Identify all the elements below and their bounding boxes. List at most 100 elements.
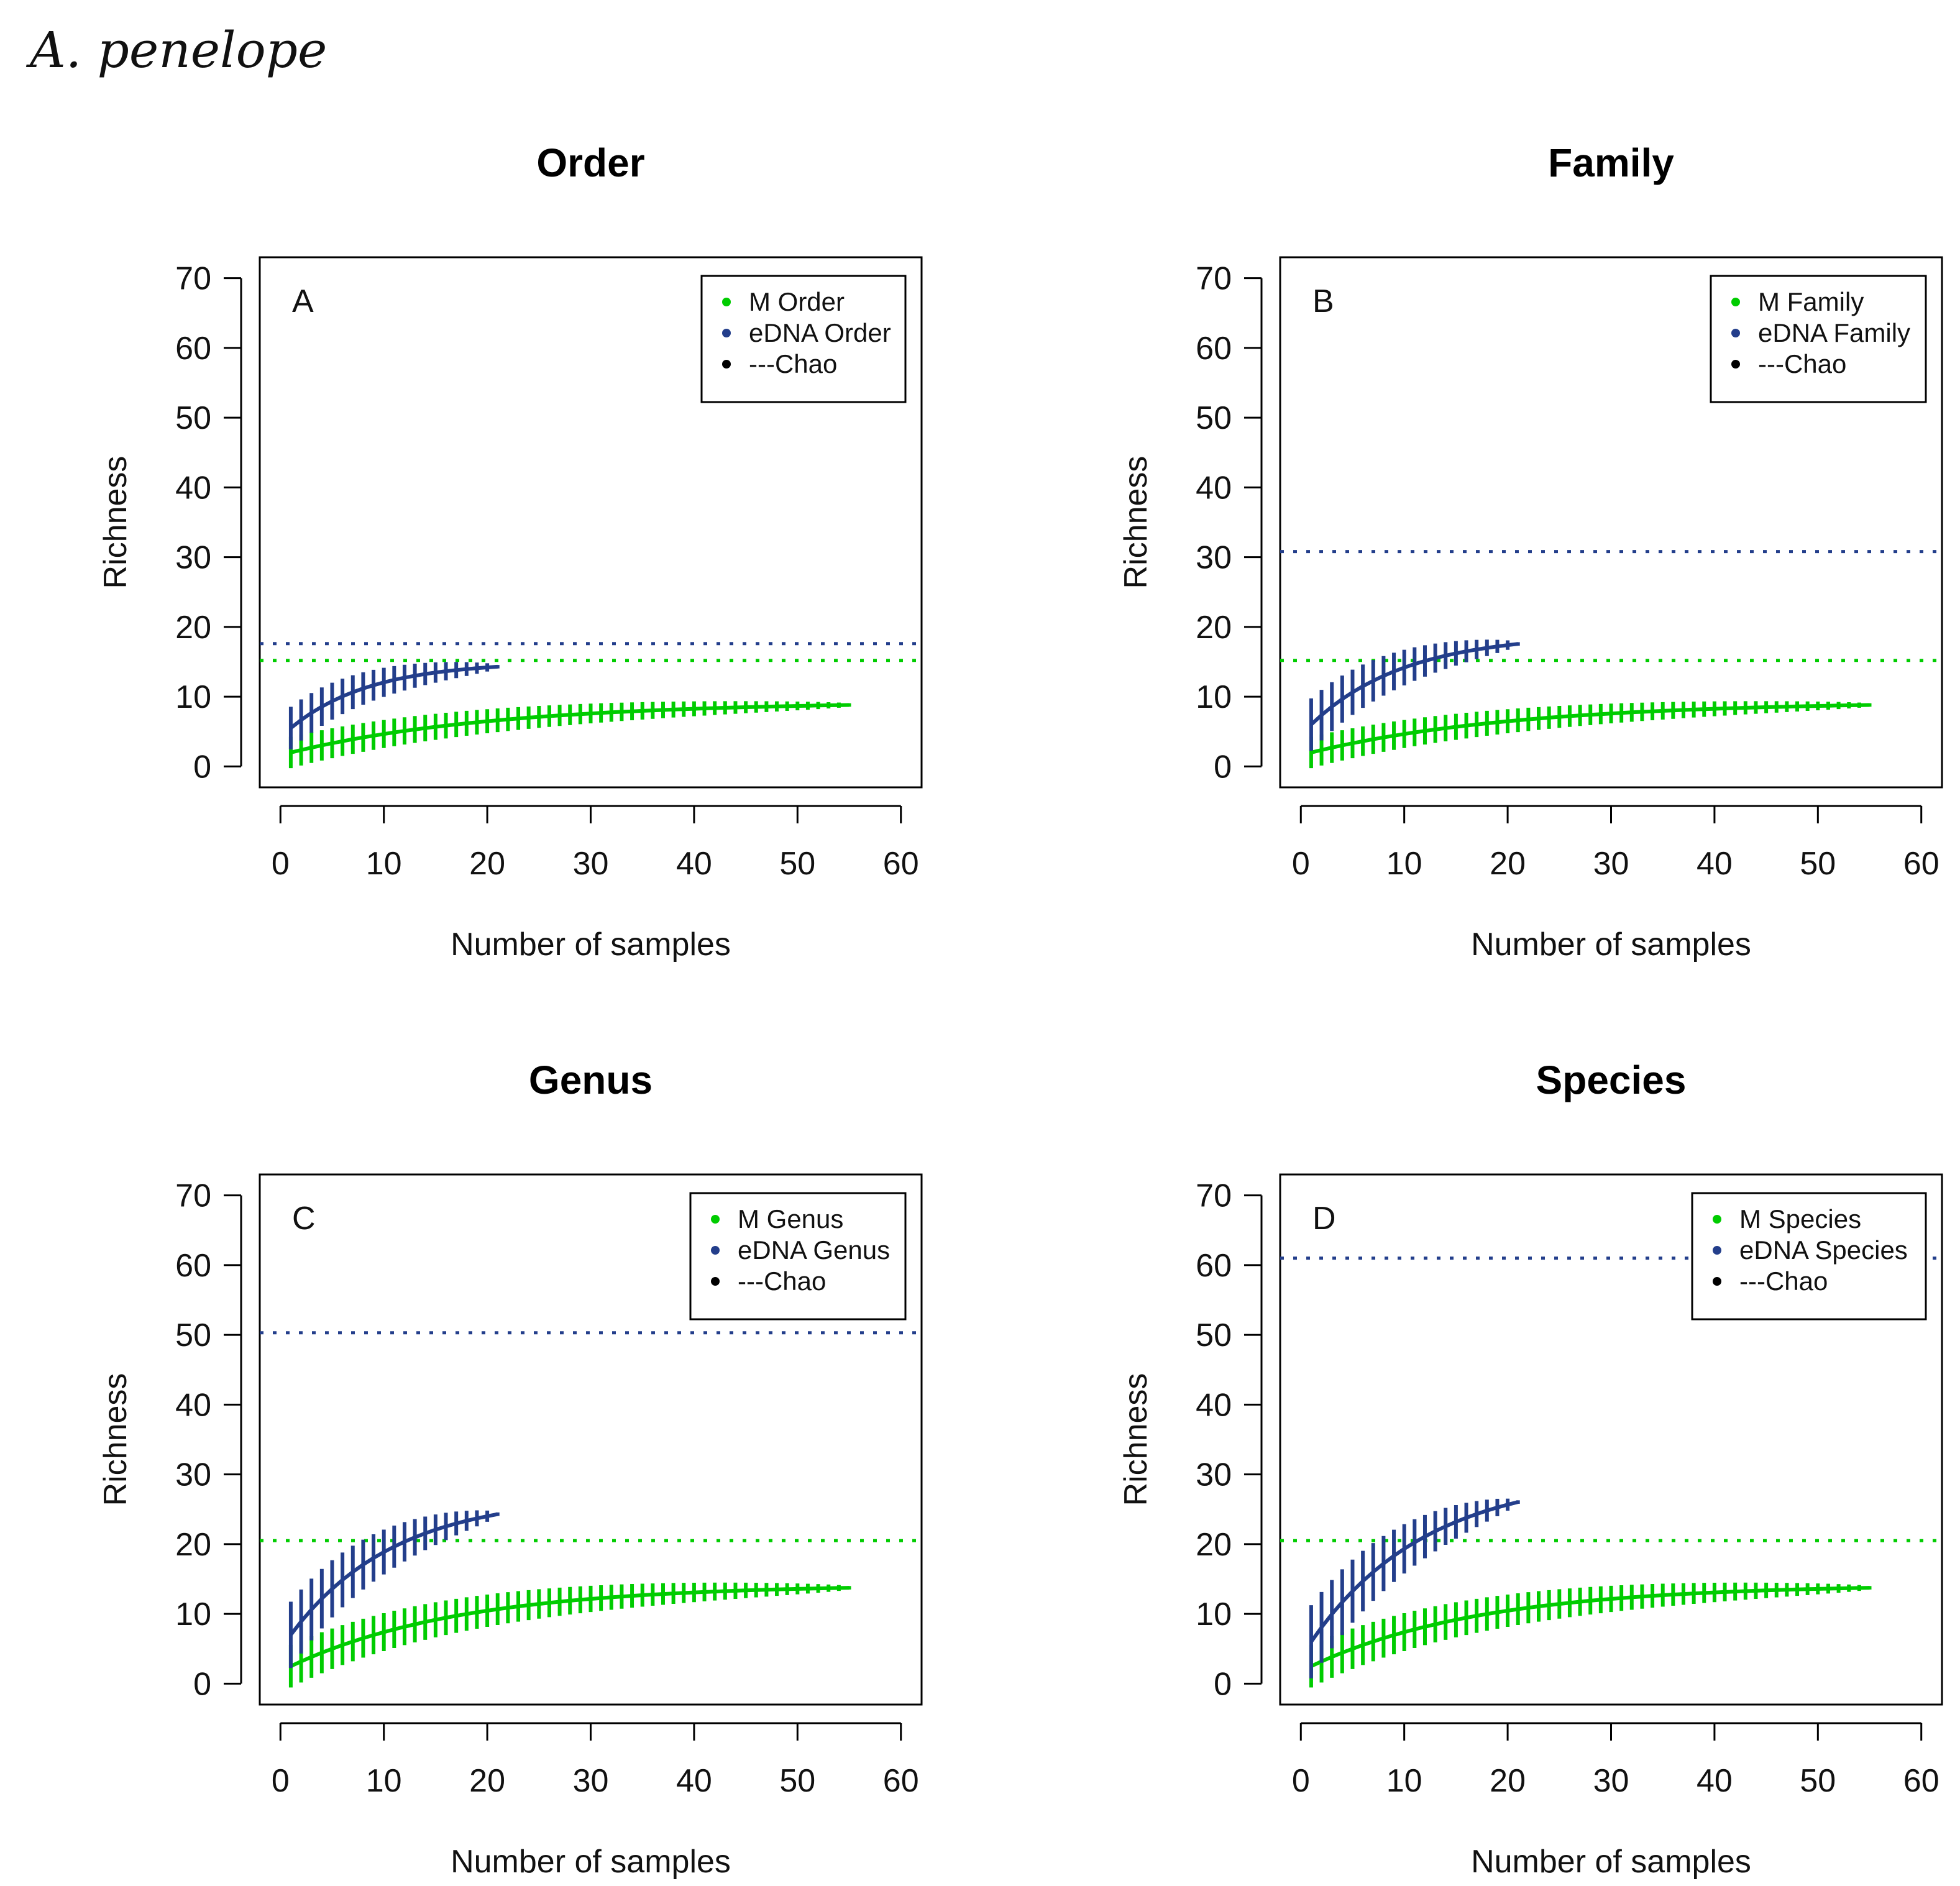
legend-entry: eDNA Order (749, 318, 891, 347)
series-m (1280, 1539, 1942, 1688)
x-tick-label: 50 (779, 846, 815, 882)
accumulation-curve (1311, 703, 1870, 754)
x-tick-label: 50 (779, 1763, 815, 1799)
legend-entry: ---Chao (1758, 349, 1846, 378)
x-tick-label: 0 (272, 846, 290, 882)
y-tick-label: 30 (1196, 540, 1232, 576)
y-tick-label: 50 (175, 400, 211, 436)
series-edna (1280, 1257, 1942, 1678)
legend-marker (1713, 1215, 1721, 1224)
legend-entry: M Genus (738, 1204, 843, 1234)
x-tick-label: 40 (1697, 846, 1733, 882)
accumulation-curve (1309, 642, 1519, 726)
accumulation-curve (290, 1586, 849, 1669)
legend-marker (711, 1246, 720, 1255)
y-tick-label: 20 (175, 1527, 211, 1563)
figure-title: A. penelope (25, 21, 327, 79)
y-tick-label: 0 (1214, 749, 1232, 785)
x-tick-label: 10 (366, 1763, 402, 1799)
legend-entry: M Order (749, 287, 845, 316)
panel-title: Genus (529, 1058, 653, 1102)
accumulation-curve (289, 1512, 498, 1636)
y-tick-label: 20 (1196, 610, 1232, 646)
y-axis-label: Richness (1118, 1373, 1154, 1506)
y-tick-label: 70 (1196, 261, 1232, 297)
y-tick-label: 50 (175, 1317, 211, 1353)
panel-b: Family B 0 10 20 30 40 50 60 70 Richness 0 10 20 30 40 5… (1118, 140, 1943, 963)
y-tick-label: 60 (175, 1248, 211, 1284)
series-m (260, 659, 922, 769)
plot-frame (1279, 1173, 1943, 1706)
plot-frame (259, 256, 923, 789)
panel-title: Order (536, 140, 644, 185)
legend-entry: ---Chao (738, 1266, 826, 1296)
y-tick-label: 10 (175, 1596, 211, 1632)
y-tick-label: 30 (1196, 1457, 1232, 1493)
y-axis-label: Richness (98, 456, 134, 589)
x-tick-label: 10 (1386, 846, 1422, 882)
x-tick-label: 50 (1800, 1763, 1836, 1799)
x-tick-label: 30 (1593, 1763, 1629, 1799)
x-tick-label: 60 (883, 846, 919, 882)
panel-letter: D (1312, 1201, 1336, 1237)
legend-marker (722, 298, 731, 306)
x-axis-label: Number of samples (451, 1844, 731, 1880)
legend-marker (1731, 360, 1740, 369)
x-tick-label: 0 (272, 1763, 290, 1799)
x-tick-label: 60 (883, 1763, 919, 1799)
panels: Order A 0 10 20 30 40 50 60 70 Richness 0 10 20 30 40 50… (98, 140, 1943, 1880)
x-tick-label: 20 (469, 846, 505, 882)
legend-entry: eDNA Genus (738, 1235, 890, 1265)
x-tick-label: 40 (676, 846, 712, 882)
x-axis-label: Number of samples (1471, 1844, 1751, 1880)
y-tick-label: 20 (175, 610, 211, 646)
x-tick-label: 10 (366, 846, 402, 882)
legend-marker (722, 329, 731, 337)
accumulation-curve (1309, 1500, 1519, 1643)
series-m (260, 1539, 922, 1688)
y-tick-label: 30 (175, 540, 211, 576)
y-tick-label: 70 (175, 1178, 211, 1214)
x-tick-label: 30 (1593, 846, 1629, 882)
series-edna (1280, 550, 1942, 751)
x-tick-label: 40 (1697, 1763, 1733, 1799)
y-tick-label: 10 (1196, 1596, 1232, 1632)
y-tick-label: 0 (193, 749, 211, 785)
accumulation-curve (290, 703, 849, 754)
x-axis-label: Number of samples (1471, 927, 1751, 963)
y-tick-label: 40 (1196, 470, 1232, 506)
legend-marker (711, 1277, 720, 1286)
x-tick-label: 60 (1903, 846, 1939, 882)
plot-frame (1279, 256, 1943, 789)
series-edna (260, 642, 922, 749)
panel-d: Species D 0 10 20 30 40 50 60 70 Richness 0 10 20 30 40… (1118, 1058, 1943, 1880)
x-axis-label: Number of samples (451, 927, 731, 963)
y-tick-label: 60 (175, 331, 211, 367)
panel-letter: A (292, 283, 314, 319)
y-tick-label: 70 (175, 261, 211, 297)
legend-entry: eDNA Family (1758, 318, 1910, 347)
x-tick-label: 20 (469, 1763, 505, 1799)
y-axis-label: Richness (1118, 456, 1154, 589)
x-tick-label: 50 (1800, 846, 1836, 882)
x-tick-label: 20 (1490, 846, 1526, 882)
legend-box (689, 1192, 907, 1321)
y-tick-label: 40 (175, 470, 211, 506)
y-tick-label: 30 (175, 1457, 211, 1493)
legend-entry: ---Chao (1739, 1266, 1828, 1296)
legend-box (1691, 1192, 1927, 1321)
x-tick-label: 30 (573, 1763, 609, 1799)
y-tick-label: 0 (1214, 1666, 1232, 1702)
x-tick-label: 0 (1292, 846, 1310, 882)
series-m (1280, 659, 1942, 769)
y-tick-label: 60 (1196, 331, 1232, 367)
x-tick-label: 30 (573, 846, 609, 882)
legend-box (1710, 275, 1927, 403)
y-tick-label: 40 (175, 1387, 211, 1423)
legend-marker (1713, 1277, 1721, 1286)
series-edna (260, 1331, 922, 1669)
